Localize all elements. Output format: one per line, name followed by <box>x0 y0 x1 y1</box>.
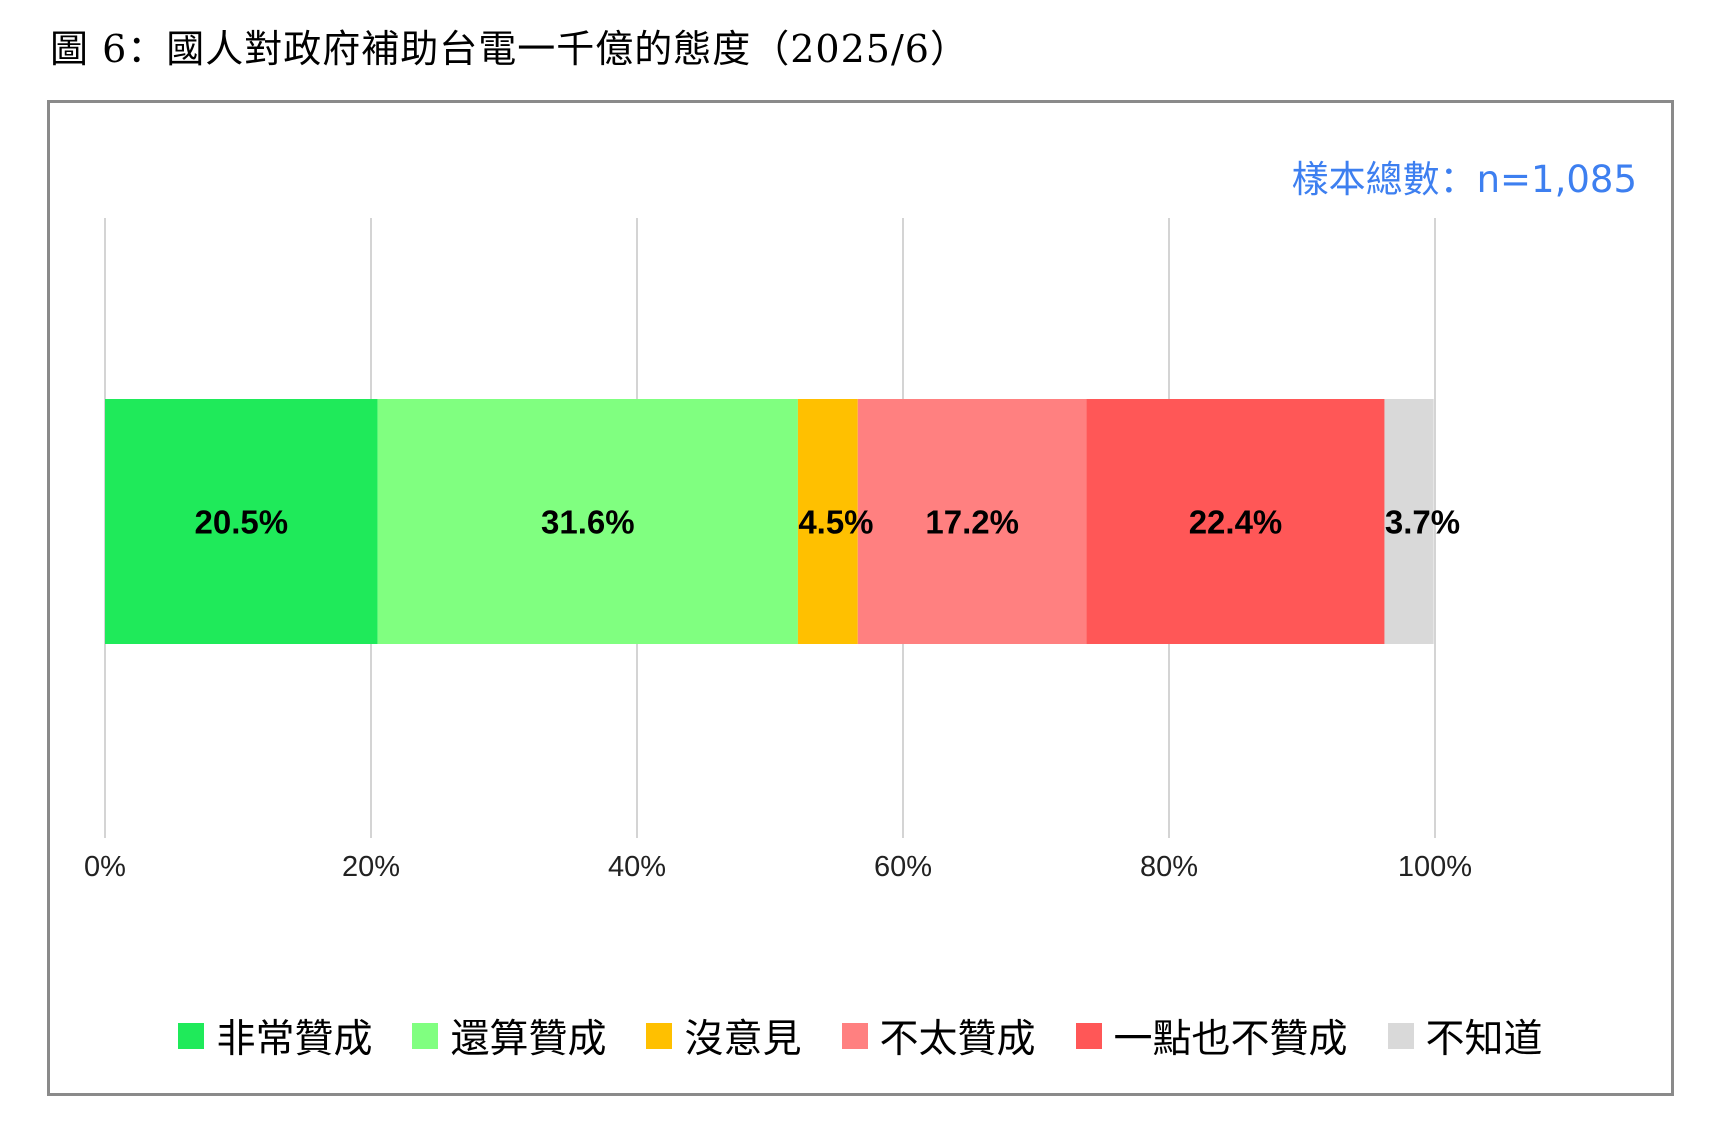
legend-label: 不太贊成 <box>879 1017 1036 1062</box>
legend-swatch <box>412 1023 439 1049</box>
legend-label: 沒意見 <box>684 1017 802 1062</box>
bar-segment <box>105 399 378 644</box>
legend-swatch <box>178 1023 205 1049</box>
x-tick-label: 60% <box>874 851 932 883</box>
stacked-bar-chart: 0% 20% 40% 60% 80% 100% 20.5% 31.6% 4.5% 17.2% 22.… <box>84 218 1472 883</box>
x-tick-label: 80% <box>1140 851 1198 883</box>
bar-segment <box>377 399 798 644</box>
data-label: 4.5% <box>798 504 873 541</box>
data-label: 31.6% <box>541 504 635 541</box>
x-tick-label: 20% <box>342 851 400 883</box>
legend-item: 非常贊成 <box>178 1008 372 1064</box>
data-label: 22.4% <box>1189 504 1283 541</box>
legend-item: 還算贊成 <box>412 1008 606 1064</box>
chart-frame: 樣本總數：n=1,085 0% 20% 40% 60% 80% 100% 20.5% 31.6… <box>47 100 1674 1096</box>
bar-segment <box>1086 399 1385 644</box>
legend-swatch <box>646 1023 673 1049</box>
legend-item: 不太贊成 <box>841 1008 1036 1064</box>
chart-legend: 非常贊成 還算贊成 沒意見 不太贊成 一點也不贊成 不知道 <box>50 1008 1671 1064</box>
legend-label: 非常贊成 <box>216 1017 373 1062</box>
sample-size-label: 樣本總數：n=1,085 <box>1291 158 1637 201</box>
data-label: 17.2% <box>925 504 1019 541</box>
legend-label: 還算贊成 <box>450 1017 607 1062</box>
data-label: 3.7% <box>1385 504 1460 541</box>
x-tick-label: 40% <box>608 851 666 883</box>
x-tick-label: 0% <box>84 851 126 883</box>
bar-segment <box>857 399 1087 644</box>
data-label: 20.5% <box>195 504 289 541</box>
legend-item: 一點也不贊成 <box>1075 1008 1348 1064</box>
legend-label: 不知道 <box>1425 1017 1543 1062</box>
bar-segment <box>797 399 858 644</box>
figure-title: 圖 6：國人對政府補助台電一千億的態度（2025/6） <box>50 27 969 71</box>
legend-swatch <box>1075 1023 1102 1049</box>
bar-segment <box>1384 399 1434 644</box>
legend-swatch <box>841 1023 868 1049</box>
x-tick-label: 100% <box>1398 851 1472 883</box>
legend-item: 不知道 <box>1387 1008 1543 1064</box>
legend-swatch <box>1387 1023 1414 1049</box>
legend-label: 一點也不贊成 <box>1113 1017 1348 1062</box>
legend-item: 沒意見 <box>646 1008 802 1064</box>
